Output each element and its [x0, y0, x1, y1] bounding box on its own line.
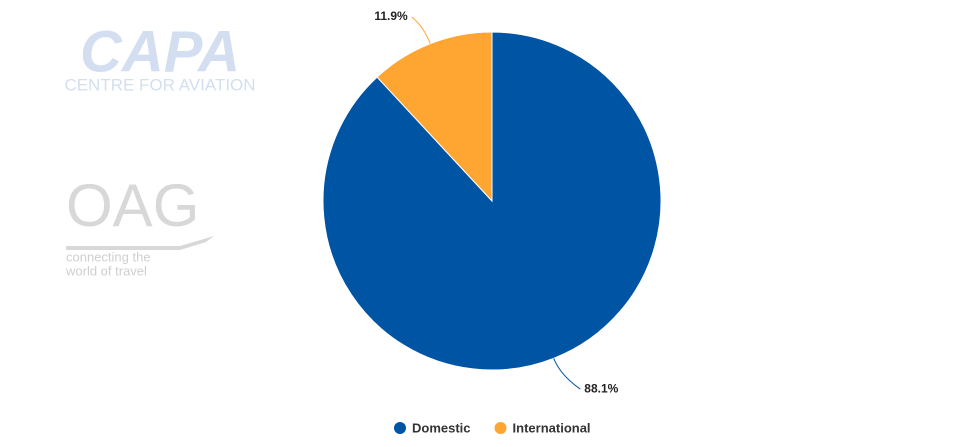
capa-tagline: CENTRE FOR AVIATION [64, 75, 255, 94]
pie-slice [322, 31, 662, 371]
legend-swatch [494, 422, 507, 434]
plane-icon [66, 236, 214, 250]
legend-swatch [394, 422, 406, 434]
data-label: 88.1% [584, 381, 618, 395]
legend-label: International [513, 420, 591, 435]
data-label: 11.9% [374, 9, 408, 23]
oag-logo: OAG [66, 172, 199, 239]
leader-line [553, 358, 581, 390]
leader-line [411, 16, 431, 44]
pie-slice [376, 31, 493, 203]
legend-label: Domestic [412, 420, 471, 435]
capa-logo: CAPA [80, 19, 240, 84]
oag-tagline: connecting the [66, 249, 151, 264]
oag-tagline: world of travel [65, 263, 147, 278]
